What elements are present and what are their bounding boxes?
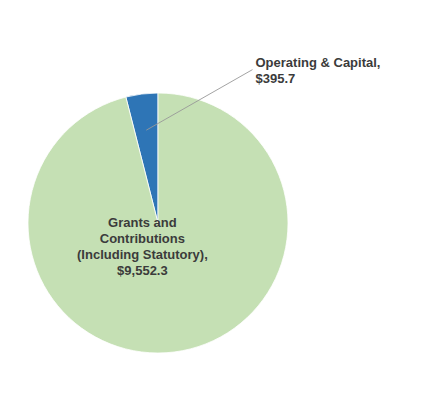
svg-text:Operating & Capital,$395.7: Operating & Capital,$395.7 [256,54,381,85]
svg-text:Grants andContributions(Includ: Grants andContributions(Including Statut… [77,215,208,278]
